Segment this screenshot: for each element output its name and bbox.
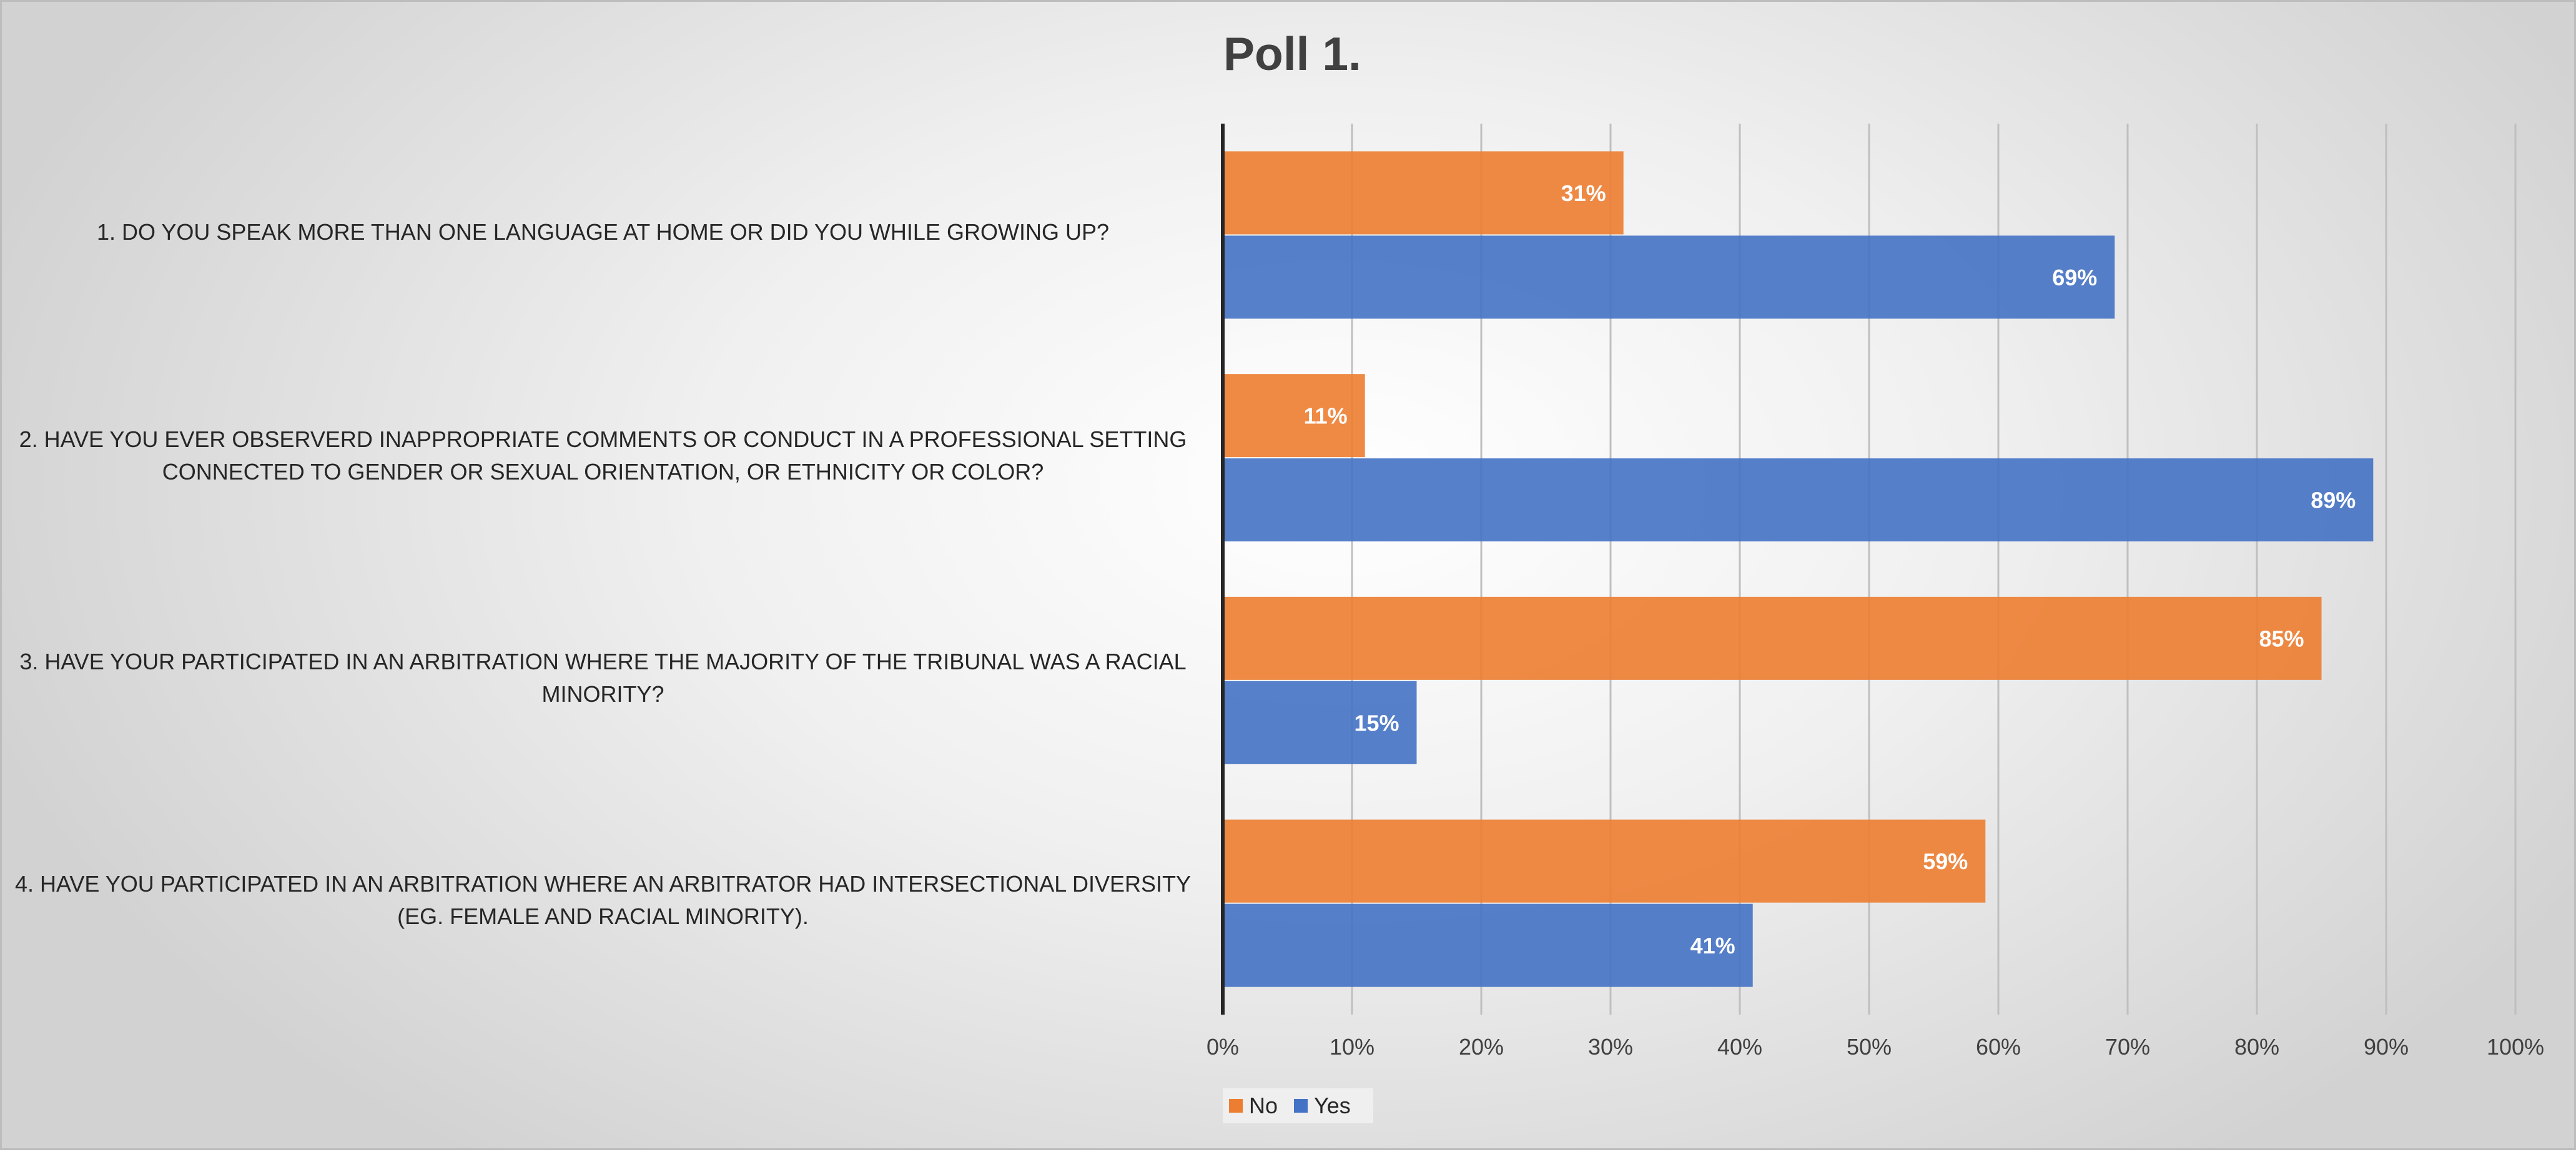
category-label-3: 3. HAVE YOUR PARTICIPATED IN AN ARBITRAT… bbox=[19, 649, 1187, 707]
legend-swatch-no bbox=[1229, 1099, 1243, 1113]
x-tick-label-8: 80% bbox=[2234, 1034, 2279, 1060]
data-label-yes-3: 15% bbox=[1354, 710, 1399, 736]
bar-yes-1 bbox=[1223, 235, 2115, 319]
bar-no-1 bbox=[1223, 151, 1624, 235]
category-label-2: 2. HAVE YOU EVER OBSERVERD INAPPROPRIATE… bbox=[19, 426, 1187, 485]
x-tick-label-4: 40% bbox=[1717, 1034, 1762, 1060]
legend-swatch-yes bbox=[1294, 1099, 1308, 1113]
category-label-1: 1. DO YOU SPEAK MORE THAN ONE LANGUAGE A… bbox=[97, 219, 1109, 245]
x-tick-label-1: 10% bbox=[1330, 1034, 1374, 1060]
data-label-yes-1: 69% bbox=[2052, 265, 2097, 290]
x-tick-label-5: 50% bbox=[1847, 1034, 1892, 1060]
legend-label-yes: Yes bbox=[1314, 1093, 1351, 1118]
bar-yes-2 bbox=[1223, 458, 2374, 542]
x-tick-label-6: 60% bbox=[1976, 1034, 2021, 1060]
data-label-no-2: 11% bbox=[1304, 403, 1348, 429]
x-tick-label-0: 0% bbox=[1207, 1034, 1239, 1060]
legend-item-yes: Yes bbox=[1294, 1093, 1351, 1119]
data-label-yes-4: 41% bbox=[1690, 933, 1735, 958]
data-label-no-3: 85% bbox=[2259, 626, 2304, 651]
x-tick-label-7: 70% bbox=[2105, 1034, 2150, 1060]
x-tick-label-9: 90% bbox=[2364, 1034, 2409, 1060]
legend: No Yes bbox=[1223, 1088, 1373, 1123]
x-tick-label-10: 100% bbox=[2487, 1034, 2544, 1060]
bar-yes-3 bbox=[1223, 681, 1417, 764]
bar-yes-4 bbox=[1223, 903, 1753, 987]
category-label-4: 4. HAVE YOU PARTICIPATED IN AN ARBITRATI… bbox=[14, 871, 1191, 929]
chart-title: Poll 1. bbox=[1223, 27, 1361, 80]
x-tick-label-3: 30% bbox=[1588, 1034, 1633, 1060]
x-tick-label-2: 20% bbox=[1459, 1034, 1504, 1060]
legend-label-no: No bbox=[1249, 1093, 1278, 1118]
bar-no-4 bbox=[1223, 819, 1986, 903]
data-label-no-1: 31% bbox=[1561, 180, 1606, 206]
data-label-no-4: 59% bbox=[1923, 849, 1968, 874]
legend-item-no: No bbox=[1229, 1093, 1278, 1119]
data-label-yes-2: 89% bbox=[2311, 488, 2356, 513]
bar-no-2 bbox=[1223, 374, 1365, 458]
bar-no-3 bbox=[1223, 596, 2322, 680]
